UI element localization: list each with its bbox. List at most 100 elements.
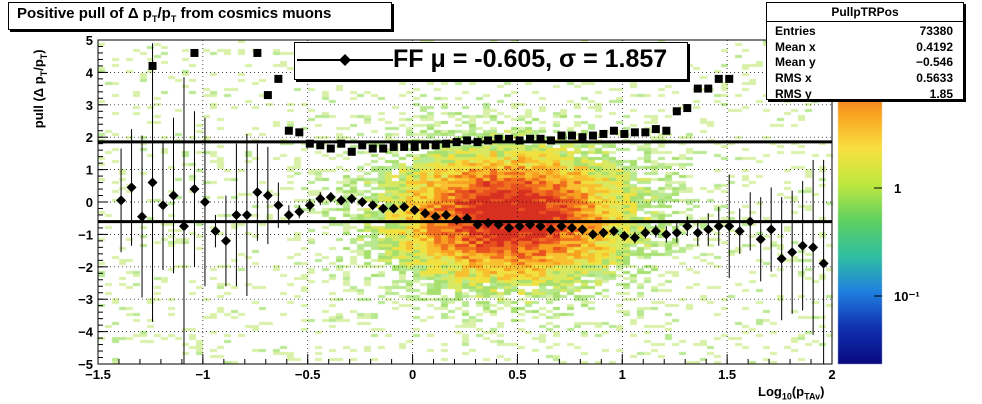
rms-point — [641, 128, 650, 137]
mean-point — [158, 200, 169, 211]
mean-point — [147, 177, 158, 188]
mean-point — [577, 224, 588, 235]
rms-point — [526, 134, 535, 143]
mean-point — [504, 222, 515, 233]
mean-point — [315, 193, 326, 204]
y-tick-label: −4 — [78, 325, 94, 340]
rms-point — [546, 136, 555, 145]
y-tick-label: 4 — [86, 65, 94, 80]
rms-point — [505, 134, 514, 143]
rms-point — [693, 84, 702, 93]
mean-point — [336, 195, 347, 206]
rms-point — [442, 139, 451, 148]
mean-point — [808, 242, 819, 253]
mean-point — [566, 222, 577, 233]
rms-point — [190, 48, 199, 57]
y-tick-label: 1 — [86, 163, 93, 178]
y-tick-label: 3 — [86, 98, 93, 113]
x-tick-label: 0.5 — [508, 367, 526, 382]
mean-point — [378, 203, 389, 214]
y-tick-label: −5 — [78, 357, 93, 372]
mean-point — [294, 206, 305, 217]
rms-point — [567, 131, 576, 140]
mean-point — [304, 200, 315, 211]
y-tick-label: 2 — [86, 130, 93, 145]
rms-point — [651, 125, 660, 134]
mean-point — [126, 182, 137, 193]
rms-point — [284, 126, 293, 135]
rms-point — [620, 129, 629, 138]
rms-point — [421, 141, 430, 150]
mean-point — [451, 214, 462, 225]
mean-point — [650, 226, 661, 237]
y-tick-label: −1 — [78, 227, 93, 242]
rms-point — [484, 136, 493, 145]
mean-point — [776, 253, 787, 264]
mean-point — [493, 219, 504, 230]
rms-point — [326, 144, 335, 153]
mean-point — [283, 209, 294, 220]
x-tick-label: 0 — [409, 367, 416, 382]
mean-point — [420, 208, 431, 219]
stats-title: PullpTRPos — [831, 5, 899, 19]
rms-point — [536, 134, 545, 143]
mean-point — [661, 229, 672, 240]
rms-point — [295, 128, 304, 137]
chart-title-box: Positive pull of Δ pT/pT from cosmics mu… — [8, 2, 392, 30]
mean-point — [325, 192, 336, 203]
mean-point — [367, 200, 378, 211]
rms-point — [253, 48, 262, 57]
mean-point — [241, 209, 252, 220]
rms-point — [368, 144, 377, 153]
rms-point — [274, 74, 283, 83]
rms-point — [148, 61, 157, 70]
rms-point — [358, 141, 367, 150]
stats-box: PullpTRPos Entries 73380 Mean x 0.4192 Mea… — [766, 2, 964, 101]
mean-point — [724, 221, 735, 232]
mean-point — [137, 211, 148, 222]
rms-point — [588, 131, 597, 140]
x-tick-label: −0.5 — [295, 367, 321, 382]
rms-point — [557, 131, 566, 140]
rms-point — [410, 142, 419, 151]
mean-point — [734, 226, 745, 237]
rms-point — [599, 129, 608, 138]
y-tick-label: −2 — [78, 260, 93, 275]
mean-point — [388, 203, 399, 214]
z-tick-label: 10⁻¹ — [894, 289, 920, 304]
mean-point — [703, 224, 714, 235]
mean-point — [755, 234, 766, 245]
mean-point — [231, 209, 242, 220]
mean-point — [168, 190, 179, 201]
mean-point — [273, 200, 284, 211]
mean-point — [745, 216, 756, 227]
stats-row-rms-y: RMS y 1.85 — [775, 87, 953, 101]
rms-point — [609, 126, 618, 135]
mean-point — [535, 221, 546, 232]
mean-point — [797, 240, 808, 251]
y-tick-label: 5 — [86, 33, 93, 48]
mean-point — [210, 226, 221, 237]
mean-point — [545, 224, 556, 235]
mean-point — [608, 226, 619, 237]
rms-point — [316, 141, 325, 150]
mean-point — [556, 221, 567, 232]
mean-point — [346, 193, 357, 204]
rms-point — [400, 142, 409, 151]
mean-point — [252, 187, 263, 198]
stats-row-mean-y: Mean y −0.546 — [775, 55, 953, 69]
y-tick-label: 0 — [86, 195, 93, 210]
mean-point — [514, 221, 525, 232]
z-tick-label: 1 — [894, 181, 901, 196]
rms-point — [714, 74, 723, 83]
mean-point — [787, 247, 798, 258]
mean-point — [692, 227, 703, 238]
mean-point — [640, 227, 651, 238]
y-axis-label: pull (Δ pT/pT) — [31, 49, 49, 129]
x-tick-label: 1.5 — [718, 367, 736, 382]
mean-point — [682, 221, 693, 232]
x-tick-label: −1 — [195, 367, 210, 382]
rms-point — [515, 136, 524, 145]
mean-point — [262, 190, 273, 201]
rms-point — [463, 136, 472, 145]
